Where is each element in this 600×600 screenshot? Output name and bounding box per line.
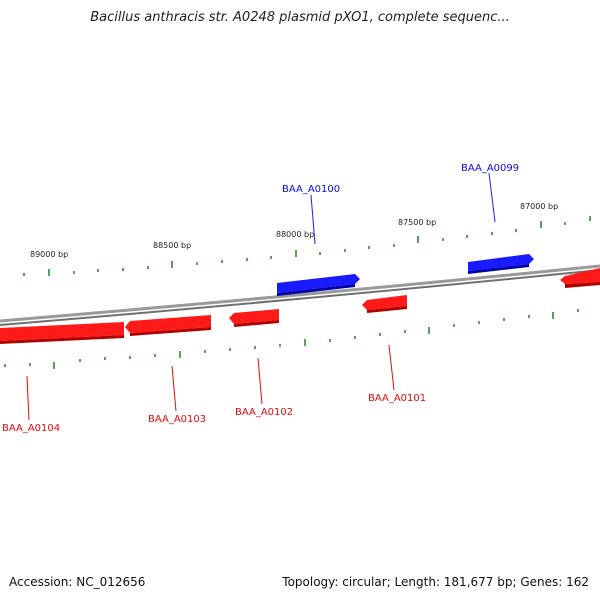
ruler-label-88500: 88500 bp [153,241,191,250]
leader-BAA_A0101 [388,344,395,391]
leader-BAA_A0099 [488,172,496,223]
backbone-line [0,264,600,323]
ruler-label-89000: 89000 bp [30,250,68,259]
outer-ruler-ticks [23,216,591,276]
ruler-label-88000: 88000 bp [276,230,314,239]
ruler-label-87500: 87500 bp [398,218,436,227]
leader-BAA_A0102 [257,357,263,405]
gene-label-BAA_A0102[interactable]: BAA_A0102 [235,407,293,418]
gene-BAA_A0102[interactable] [229,309,279,327]
ruler-label-87000: 87000 bp [520,202,558,211]
gene-BAA_A0099[interactable] [468,254,534,274]
gene-label-BAA_A0100[interactable]: BAA_A0100 [282,184,340,195]
gene-BAA_A0103[interactable] [125,315,211,336]
leader-BAA_A0100 [310,194,316,245]
map-title: Bacillus anthracis str. A0248 plasmid pX… [90,10,510,25]
gene-label-BAA_A0099[interactable]: BAA_A0099 [461,163,519,174]
topology-summary: Topology: circular; Length: 181,677 bp; … [282,575,589,589]
gene-label-BAA_A0101[interactable]: BAA_A0101 [368,393,426,404]
gene-unlabeled-right[interactable] [560,268,600,288]
gene-BAA_A0104[interactable] [0,322,124,344]
gene-BAA_A0101[interactable] [362,295,407,313]
accession-text: Accession: NC_012656 [9,575,146,589]
inner-ruler-ticks [4,309,579,369]
gene-BAA_A0100[interactable] [277,274,360,296]
gene-label-BAA_A0103[interactable]: BAA_A0103 [148,414,206,425]
leader-BAA_A0104 [26,375,30,421]
gene-label-BAA_A0104[interactable]: BAA_A0104 [2,423,60,434]
leader-BAA_A0103 [171,365,177,412]
